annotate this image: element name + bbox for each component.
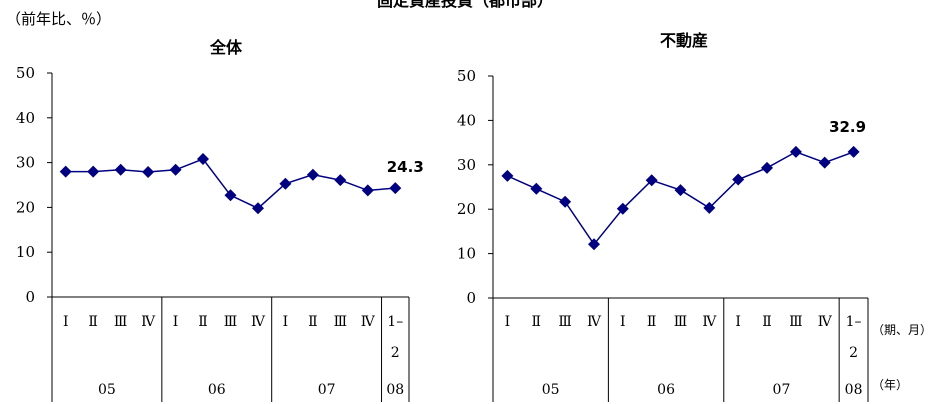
data-point bbox=[501, 169, 514, 182]
data-point bbox=[789, 145, 802, 158]
x-tick-label: Ⅳ bbox=[818, 314, 833, 330]
data-point bbox=[361, 184, 374, 197]
data-point bbox=[847, 145, 860, 158]
chart-title: 全体 bbox=[209, 38, 243, 57]
period-axis-label: （期、月） bbox=[872, 323, 932, 337]
year-label: 05 bbox=[98, 382, 116, 398]
data-point bbox=[674, 184, 687, 197]
y-tick-label: 0 bbox=[25, 288, 35, 306]
y-tick-label: 30 bbox=[16, 154, 35, 172]
year-label: 08 bbox=[845, 382, 863, 398]
data-point bbox=[197, 153, 209, 165]
data-point bbox=[306, 168, 319, 181]
data-point bbox=[703, 201, 716, 214]
data-point bbox=[732, 173, 745, 186]
data-point bbox=[279, 177, 292, 190]
x-tick-label: 1– bbox=[846, 314, 862, 330]
y-tick-label: 20 bbox=[457, 200, 476, 218]
x-tick-label: Ⅲ bbox=[114, 314, 128, 330]
figure-title: 固定資産投資（都市部） bbox=[377, 0, 553, 10]
data-point bbox=[114, 163, 127, 176]
data-point bbox=[588, 238, 600, 251]
x-tick-label: Ⅳ bbox=[141, 314, 156, 330]
x-tick-label: I bbox=[173, 314, 179, 330]
data-point bbox=[389, 182, 402, 195]
y-tick-label: 30 bbox=[457, 156, 476, 174]
data-point bbox=[169, 163, 182, 176]
year-label: 06 bbox=[208, 382, 226, 398]
year-label: 08 bbox=[386, 382, 404, 398]
data-point bbox=[616, 202, 629, 215]
x-tick-label: I bbox=[620, 314, 626, 330]
x-tick-label: 2 bbox=[391, 345, 400, 361]
year-axis-label: （年） bbox=[872, 378, 908, 392]
x-tick-label: Ⅱ bbox=[308, 314, 318, 330]
y-tick-label: 40 bbox=[457, 111, 476, 129]
x-tick-label: Ⅳ bbox=[587, 314, 602, 330]
y-tick-label: 10 bbox=[16, 243, 35, 261]
year-label: 06 bbox=[657, 382, 675, 398]
x-tick-label: Ⅳ bbox=[702, 314, 717, 330]
y-tick-label: 50 bbox=[16, 64, 35, 82]
x-tick-label: Ⅱ bbox=[647, 314, 657, 330]
data-label: 24.3 bbox=[387, 158, 424, 176]
y-tick-label: 0 bbox=[466, 289, 476, 307]
x-tick-label: Ⅱ bbox=[88, 314, 98, 330]
y-tick-label: 50 bbox=[457, 67, 476, 85]
x-tick-label: Ⅱ bbox=[198, 314, 208, 330]
x-tick-label: Ⅲ bbox=[224, 314, 238, 330]
x-tick-label: 1– bbox=[387, 314, 403, 330]
x-tick-label: I bbox=[505, 314, 511, 330]
data-label: 32.9 bbox=[829, 118, 866, 136]
data-point bbox=[559, 195, 572, 208]
data-point bbox=[87, 165, 100, 178]
x-tick-label: Ⅱ bbox=[532, 314, 542, 330]
year-label: 07 bbox=[318, 382, 336, 398]
y-tick-label: 20 bbox=[16, 198, 35, 216]
y-tick-label: 40 bbox=[16, 109, 35, 127]
data-point bbox=[818, 156, 831, 169]
x-tick-label: I bbox=[283, 314, 289, 330]
x-tick-label: Ⅱ bbox=[762, 314, 772, 330]
x-tick-label: I bbox=[735, 314, 741, 330]
x-tick-label: Ⅲ bbox=[789, 314, 803, 330]
data-point bbox=[530, 182, 543, 195]
unit-label: （前年比、％） bbox=[6, 10, 111, 28]
x-tick-label: Ⅲ bbox=[558, 314, 572, 330]
x-tick-label: I bbox=[63, 314, 69, 330]
x-tick-label: Ⅲ bbox=[334, 314, 348, 330]
year-label: 05 bbox=[542, 382, 560, 398]
data-point bbox=[334, 174, 347, 187]
data-point bbox=[252, 202, 264, 215]
x-tick-label: Ⅳ bbox=[251, 314, 266, 330]
x-tick-label: 2 bbox=[849, 345, 858, 361]
data-point bbox=[142, 166, 155, 178]
data-point bbox=[645, 174, 658, 187]
series-line bbox=[507, 151, 854, 246]
x-tick-label: Ⅲ bbox=[674, 314, 688, 330]
chart-title: 不動産 bbox=[660, 31, 708, 50]
year-label: 07 bbox=[773, 382, 791, 398]
x-tick-label: Ⅳ bbox=[361, 314, 376, 330]
data-point bbox=[59, 165, 72, 178]
data-point bbox=[761, 161, 773, 174]
y-tick-label: 10 bbox=[457, 245, 476, 263]
data-point bbox=[224, 189, 237, 202]
